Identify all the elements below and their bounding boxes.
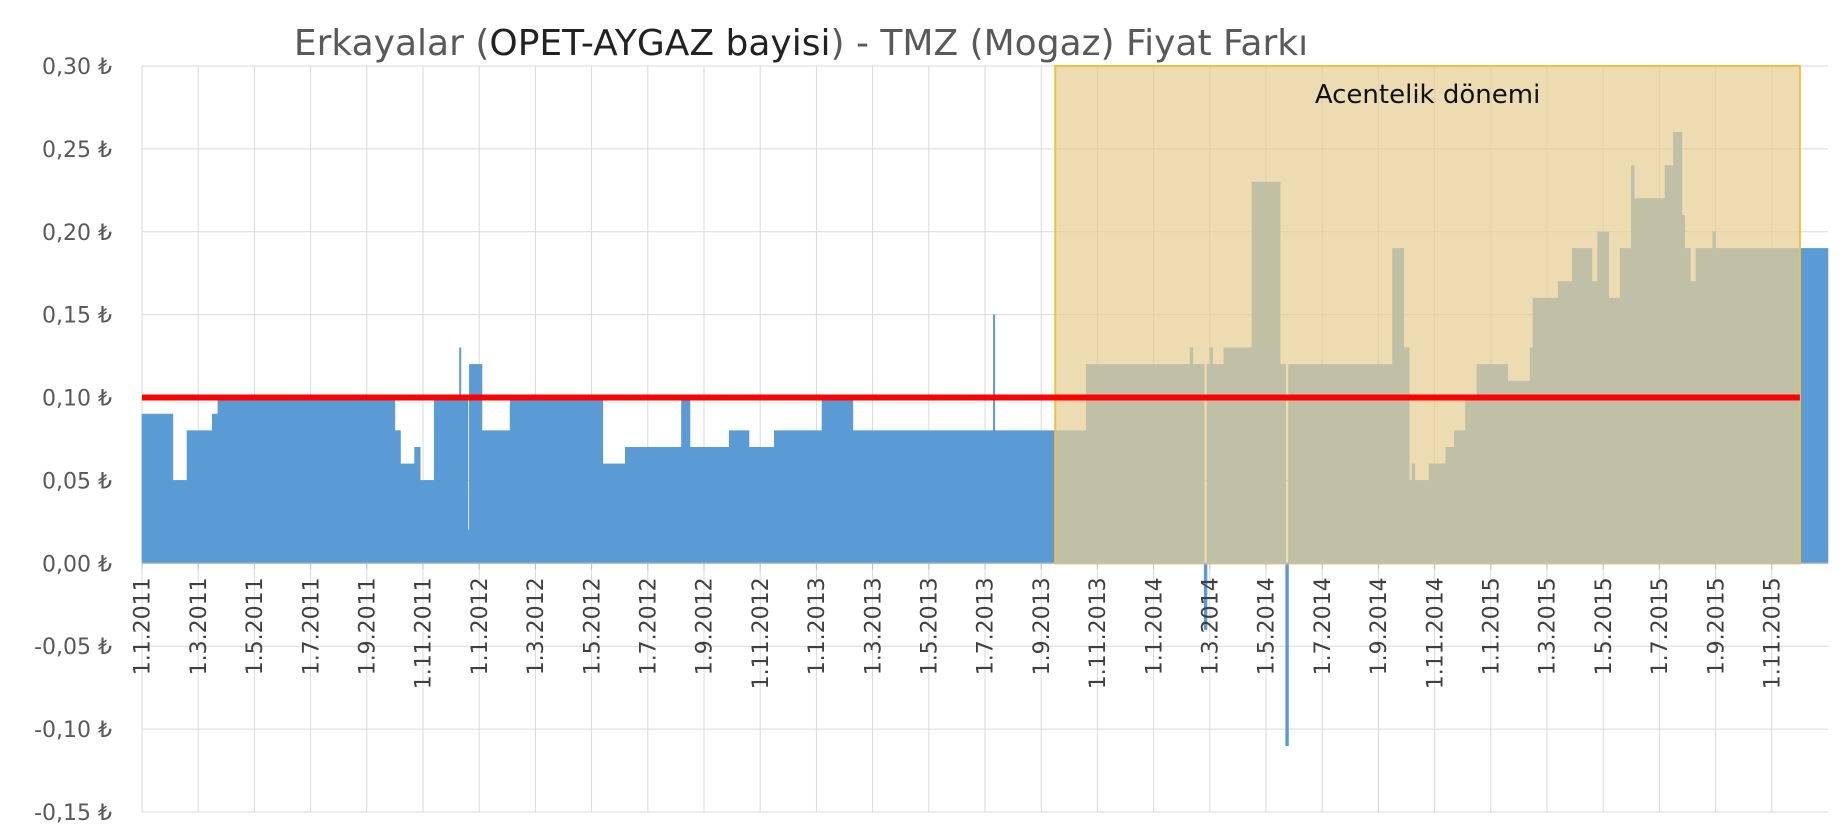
- x-tick-label: 1.3.2013: [861, 577, 886, 675]
- y-tick-label: 0,10 ₺: [42, 387, 112, 412]
- y-axis: 0,30 ₺ 0,25 ₺ 0,20 ₺ 0,15 ₺ 0,10 ₺ 0,05 ₺ 0,00…: [34, 55, 112, 826]
- y-tick-label: 0,05 ₺: [42, 469, 112, 494]
- y-tick-label: 0,25 ₺: [42, 138, 112, 163]
- x-tick-label: 1.11.2013: [1086, 577, 1111, 689]
- x-tick-label: 1.5.2012: [580, 577, 605, 675]
- x-tick-label: 1.11.2012: [749, 577, 774, 689]
- x-tick-label: 1.7.2015: [1648, 577, 1673, 675]
- x-tick-label: 1.5.2011: [243, 577, 268, 675]
- x-tick-label: 1.5.2013: [918, 577, 943, 675]
- title-part-3: ) - TMZ (Mogaz) Fiyat Farkı: [831, 23, 1309, 64]
- highlight-region-label: Acentelik dönemi: [1315, 80, 1541, 110]
- x-tick-label: 1.11.2015: [1761, 577, 1786, 689]
- x-tick-label: 1.1.2015: [1480, 577, 1505, 675]
- x-tick-label: 1.9.2011: [356, 577, 381, 675]
- x-tick-label: 1.3.2011: [187, 577, 212, 675]
- x-tick-label: 1.11.2014: [1423, 577, 1448, 689]
- title-part-1: Erkayalar (: [294, 23, 490, 64]
- x-tick-label: 1.5.2014: [1255, 577, 1280, 675]
- x-tick-label: 1.1.2013: [805, 577, 830, 675]
- chart-title: Erkayalar (OPET-AYGAZ bayisi) - TMZ (Mog…: [294, 23, 1308, 64]
- y-tick-label: -0,10 ₺: [34, 718, 112, 743]
- agency-period-region: Acentelik dönemi: [1054, 65, 1801, 565]
- x-tick-label: 1.1.2014: [1142, 577, 1167, 675]
- x-tick-label: 1.9.2012: [693, 577, 718, 675]
- x-tick-label: 1.9.2013: [1030, 577, 1055, 675]
- x-tick-label: 1.7.2011: [299, 577, 324, 675]
- x-tick-label: 1.11.2011: [412, 577, 437, 689]
- y-tick-label: -0,05 ₺: [34, 635, 112, 660]
- y-tick-label: 0,30 ₺: [42, 55, 112, 80]
- x-axis: 1.1.2011 1.3.2011 1.5.2011 1.7.2011 1.9.2011…: [131, 562, 1828, 689]
- x-tick-label: 1.7.2014: [1311, 577, 1336, 675]
- y-tick-label: 0,00 ₺: [42, 552, 112, 577]
- x-tick-label: 1.3.2012: [524, 577, 549, 675]
- x-tick-label: 1.3.2015: [1536, 577, 1561, 675]
- x-tick-label: 1.5.2015: [1592, 577, 1617, 675]
- x-tick-label: 1.1.2011: [131, 577, 156, 675]
- x-tick-label: 1.7.2012: [637, 577, 662, 675]
- highlight-region: [1054, 65, 1801, 565]
- x-tick-label: 1.7.2013: [974, 577, 999, 675]
- y-tick-label: 0,15 ₺: [42, 304, 112, 329]
- y-tick-label: 0,20 ₺: [42, 221, 112, 246]
- x-tick-label: 1.1.2012: [468, 577, 493, 675]
- x-tick-label: 1.3.2014: [1199, 577, 1224, 675]
- x-tick-label: 1.9.2014: [1367, 577, 1392, 675]
- title-part-2: OPET-AYGAZ bayisi: [489, 23, 830, 64]
- y-tick-label: -0,15 ₺: [34, 801, 112, 824]
- x-tick-label: 1.9.2015: [1704, 577, 1729, 675]
